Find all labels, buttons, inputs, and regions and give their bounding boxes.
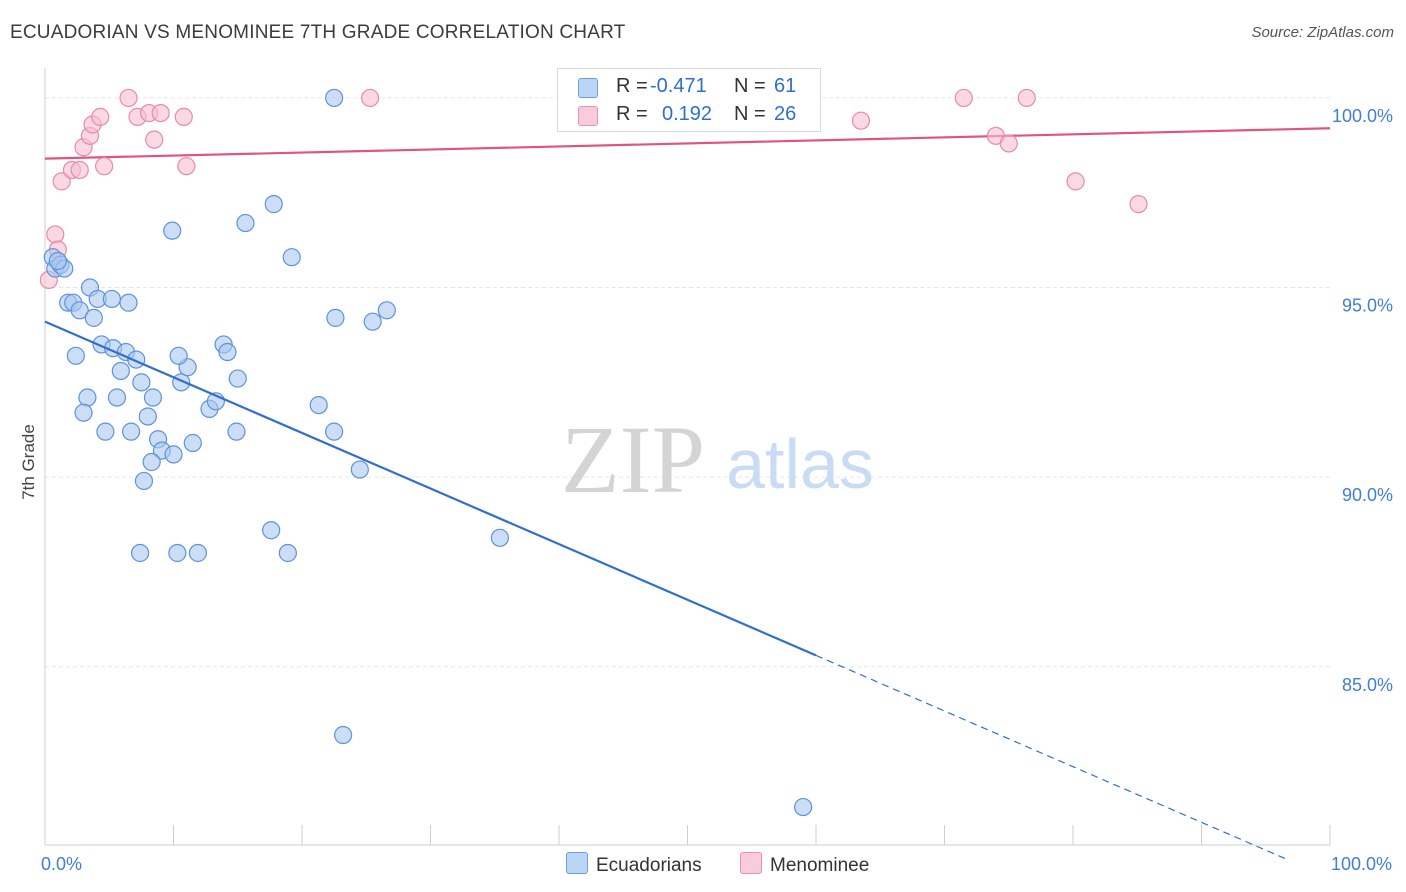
ecuadorian-point bbox=[84, 308, 103, 327]
menominee-point bbox=[999, 134, 1018, 153]
bottom-legend-menominee: Menominee bbox=[740, 852, 869, 877]
ecuadorian-point bbox=[282, 248, 301, 267]
ecuadorian-point bbox=[490, 528, 509, 547]
ecuadorian-point bbox=[132, 373, 151, 392]
ecuadorian-point bbox=[794, 797, 813, 817]
ecuadorian-point bbox=[168, 543, 187, 563]
legend-swatch-menominee bbox=[578, 106, 598, 126]
ecuadorian-point bbox=[96, 422, 115, 441]
stats-legend: R = -0.471 N = 61 R = 0.192 N = 26 bbox=[557, 68, 821, 132]
ecuadorian-point bbox=[350, 460, 369, 479]
ecuadorian-point bbox=[325, 88, 344, 108]
ecuadorian-point bbox=[107, 388, 127, 407]
menominee-point bbox=[174, 107, 193, 126]
menominee-point bbox=[1017, 88, 1036, 108]
menominee-point bbox=[954, 88, 973, 108]
ecuadorian-point bbox=[309, 395, 328, 415]
legend-r-value: 0.192 bbox=[662, 103, 713, 125]
menominee-point bbox=[46, 225, 65, 244]
ecuadorian-point bbox=[262, 521, 281, 540]
axes bbox=[44, 68, 1331, 846]
tick-labels: 100.0% 95.0% 90.0% 85.0% 0.0% 100.0% bbox=[41, 106, 1393, 874]
bottom-swatch-menominee bbox=[740, 852, 762, 874]
ecuadorian-point bbox=[78, 388, 97, 407]
ecuadorian-point bbox=[326, 308, 345, 327]
ecuadorian-point bbox=[188, 543, 208, 563]
watermark-zip: ZIP bbox=[561, 406, 705, 513]
ecuadorian-point bbox=[377, 301, 396, 320]
menominee-point bbox=[361, 88, 380, 108]
legend-row-ecuadorian: R = -0.471 N = 61 bbox=[558, 73, 820, 101]
ecuadorian-point bbox=[74, 403, 93, 422]
legend-n-value: 26 bbox=[774, 103, 797, 125]
menominee-point bbox=[70, 160, 89, 180]
menominee-point bbox=[177, 157, 196, 176]
ecuadorian-point bbox=[111, 361, 130, 381]
ecuadorian-point bbox=[325, 422, 344, 441]
menominee-point bbox=[91, 107, 110, 126]
y-axis-label: 7th Grade bbox=[19, 424, 38, 500]
ecuadorian-point bbox=[130, 543, 150, 563]
ecuadorian-point bbox=[134, 471, 154, 491]
ecuadorian-point bbox=[143, 388, 163, 407]
ecuadorian-point bbox=[70, 301, 89, 320]
ecuadorian-points bbox=[43, 88, 813, 817]
x-tick-label: 0.0% bbox=[41, 854, 82, 874]
x-tick-label: 100.0% bbox=[1331, 854, 1392, 874]
ecuadorian-point bbox=[119, 293, 138, 312]
ecuadorian-trend-solid bbox=[44, 320, 817, 657]
menominee-point bbox=[1129, 195, 1148, 214]
legend-n-label: N = bbox=[734, 75, 766, 97]
bottom-legend-label: Ecuadorians bbox=[596, 855, 702, 876]
bottom-swatch-ecuadorians bbox=[566, 852, 588, 874]
ecuadorian-point bbox=[363, 312, 382, 331]
ecuadorian-point bbox=[164, 445, 183, 464]
ecuadorian-point bbox=[121, 422, 141, 441]
menominee-points bbox=[39, 88, 1148, 290]
menominee-point bbox=[52, 172, 71, 191]
chart-title: ECUADORIAN VS MENOMINEE 7TH GRADE CORREL… bbox=[10, 22, 626, 43]
bottom-legend-ecuadorians: Ecuadorians bbox=[566, 852, 702, 877]
ecuadorian-point bbox=[183, 433, 202, 453]
menominee-trend-line bbox=[44, 127, 1331, 160]
bottom-legend-label: Menominee bbox=[770, 855, 870, 876]
menominee-trend-solid bbox=[44, 127, 1331, 160]
ecuadorian-point bbox=[48, 251, 67, 271]
source-label: Source: ZipAtlas.com bbox=[1251, 24, 1394, 41]
ecuadorian-point bbox=[138, 407, 157, 426]
ecuadorian-point bbox=[163, 221, 182, 240]
y-tick-label: 100.0% bbox=[1332, 106, 1393, 126]
y-tick-label: 95.0% bbox=[1342, 296, 1393, 316]
menominee-point bbox=[95, 157, 114, 176]
legend-n-label: N = bbox=[734, 103, 766, 125]
watermark-atlas: atlas bbox=[726, 425, 874, 503]
ecuadorian-trend-dashed bbox=[815, 654, 1290, 861]
ecuadorian-point bbox=[169, 346, 188, 365]
menominee-point bbox=[119, 88, 138, 108]
legend-swatch-ecuadorian bbox=[578, 78, 598, 98]
ecuadorian-point bbox=[278, 543, 297, 563]
ecuadorian-point bbox=[218, 342, 237, 362]
ecuadorian-point bbox=[227, 422, 246, 441]
ecuadorian-trend-line bbox=[44, 320, 1290, 861]
ecuadorian-point bbox=[236, 213, 255, 233]
legend-row-menominee: R = 0.192 N = 26 bbox=[558, 101, 820, 129]
ecuadorian-point bbox=[66, 346, 85, 365]
y-tick-label: 85.0% bbox=[1342, 675, 1393, 695]
ecuadorian-point bbox=[228, 369, 247, 388]
ecuadorian-point bbox=[334, 725, 353, 745]
ecuadorian-point bbox=[264, 195, 283, 214]
ecuadorian-point bbox=[142, 452, 161, 472]
menominee-point bbox=[151, 103, 170, 123]
ecuadorian-point bbox=[102, 289, 121, 309]
menominee-point bbox=[145, 130, 164, 149]
menominee-point bbox=[1066, 172, 1085, 191]
legend-n-value: 61 bbox=[774, 75, 797, 97]
menominee-point bbox=[851, 111, 871, 130]
legend-r-label: R = bbox=[616, 75, 648, 97]
legend-r-value: -0.471 bbox=[650, 75, 707, 97]
y-tick-label: 90.0% bbox=[1342, 485, 1393, 505]
legend-r-label: R = bbox=[616, 103, 648, 125]
